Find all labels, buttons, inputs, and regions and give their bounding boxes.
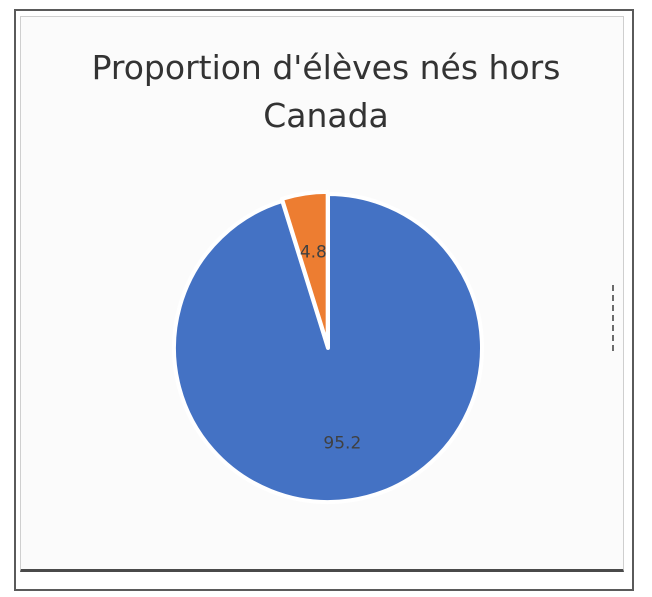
data-label-4-8: 4.8 <box>300 243 327 263</box>
pie-slices <box>172 189 484 504</box>
scan-mark <box>612 285 614 355</box>
pie-slice-95-2 <box>172 192 484 504</box>
pie-labels: 95.2 4.8 <box>300 243 361 454</box>
chart-title: Proportion d'élèves nés hors Canada <box>0 44 652 140</box>
pie-slice-4-8 <box>279 189 330 348</box>
chart-title-line-1: Proportion d'élèves nés hors <box>91 48 561 87</box>
data-label-95-2: 95.2 <box>323 433 361 453</box>
chart-title-line-2: Canada <box>263 96 389 135</box>
